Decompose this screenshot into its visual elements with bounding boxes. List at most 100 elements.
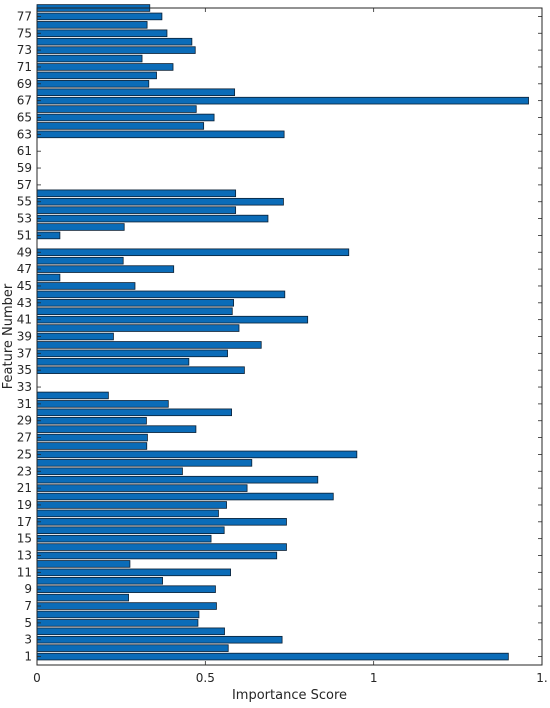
- bar-feature-23: [36, 467, 183, 476]
- y-tick-label: 21: [17, 481, 32, 495]
- bar-feature-66: [36, 105, 197, 113]
- y-tick-label: 53: [17, 212, 32, 226]
- y-tick-label: 5: [24, 616, 32, 630]
- bar-feature-24: [36, 459, 253, 467]
- bar-feature-26: [36, 442, 148, 450]
- bar-feature-4: [36, 627, 225, 636]
- y-tick-label: 43: [17, 296, 32, 310]
- bar-feature-73: [36, 46, 196, 54]
- y-tick-label: 23: [17, 464, 32, 478]
- y-tick-label: 9: [24, 582, 32, 596]
- bar-feature-70: [36, 71, 157, 80]
- bar-feature-8: [36, 593, 129, 602]
- y-tick-label: 31: [17, 397, 32, 411]
- bar-feature-19: [36, 501, 227, 509]
- bar-feature-54: [36, 206, 237, 214]
- y-tick-label: 57: [17, 178, 32, 192]
- bar-feature-14: [36, 543, 287, 551]
- y-tick-label: 75: [17, 26, 32, 40]
- y-axis-ticks: 1357911131517192123252729313335373941434…: [17, 9, 542, 664]
- y-tick-label: 37: [17, 346, 32, 360]
- bar-feature-16: [36, 526, 225, 534]
- bar-feature-3: [36, 635, 283, 644]
- bar-feature-9: [36, 585, 216, 593]
- bar-feature-43: [36, 299, 235, 307]
- bar-feature-30: [36, 408, 232, 417]
- x-axis-ticks: 0 0.5 1 1.: [33, 8, 548, 685]
- bars-group: [36, 4, 529, 661]
- bar-feature-32: [36, 391, 109, 400]
- bar-feature-31: [36, 400, 169, 408]
- bar-feature-2: [36, 644, 229, 652]
- y-tick-label: 55: [17, 195, 32, 209]
- y-tick-label: 77: [17, 9, 32, 23]
- bar-feature-36: [36, 357, 190, 366]
- y-tick-label: 69: [17, 77, 32, 91]
- bar-feature-27: [36, 433, 148, 442]
- y-tick-label: 39: [17, 330, 32, 344]
- bar-feature-1: [36, 652, 509, 661]
- bar-feature-63: [36, 130, 285, 139]
- y-tick-label: 71: [17, 60, 32, 74]
- bar-feature-48: [36, 256, 124, 265]
- bar-feature-42: [36, 307, 233, 316]
- bar-feature-17: [36, 518, 287, 526]
- x-axis-label: Importance Score: [232, 688, 347, 703]
- bar-feature-75: [36, 29, 168, 38]
- bar-feature-68: [36, 88, 236, 97]
- bar-feature-56: [36, 189, 237, 198]
- y-tick-label: 7: [24, 599, 32, 613]
- bar-feature-49: [36, 248, 350, 257]
- bar-feature-35: [36, 366, 245, 374]
- x-tick-label: 1.: [536, 671, 547, 685]
- y-tick-label: 15: [17, 532, 32, 546]
- bar-feature-15: [36, 534, 212, 543]
- bar-feature-11: [36, 568, 231, 577]
- bar-feature-22: [36, 475, 319, 484]
- y-tick-label: 45: [17, 279, 32, 293]
- x-tick-label: 1: [370, 671, 378, 685]
- y-tick-label: 13: [17, 549, 32, 563]
- bar-feature-38: [36, 341, 262, 349]
- bar-feature-28: [36, 425, 197, 433]
- y-tick-label: 59: [17, 161, 32, 175]
- y-tick-label: 1: [24, 650, 32, 664]
- bar-feature-40: [36, 324, 240, 332]
- bar-feature-41: [36, 315, 309, 324]
- bar-feature-53: [36, 214, 269, 223]
- bar-feature-5: [36, 619, 199, 627]
- bar-feature-25: [36, 450, 358, 459]
- bar-feature-37: [36, 349, 228, 358]
- y-tick-label: 65: [17, 111, 32, 125]
- bar-feature-71: [36, 63, 174, 71]
- bar-feature-65: [36, 113, 215, 122]
- y-tick-label: 67: [17, 94, 32, 108]
- y-tick-label: 63: [17, 127, 32, 141]
- bar-feature-52: [36, 223, 125, 231]
- bar-feature-45: [36, 282, 136, 290]
- y-tick-label: 73: [17, 43, 32, 57]
- bar-feature-21: [36, 484, 248, 492]
- bar-feature-44: [36, 290, 286, 299]
- bar-feature-10: [36, 577, 163, 585]
- bar-feature-7: [36, 602, 217, 610]
- y-tick-label: 25: [17, 447, 32, 461]
- bar-feature-72: [36, 54, 143, 63]
- y-tick-label: 17: [17, 515, 32, 529]
- y-tick-label: 35: [17, 363, 32, 377]
- bar-feature-76: [36, 21, 148, 29]
- y-tick-label: 19: [17, 498, 32, 512]
- bar-feature-39: [36, 332, 114, 341]
- bar-feature-29: [36, 416, 147, 425]
- y-tick-label: 51: [17, 228, 32, 242]
- y-tick-label: 29: [17, 414, 32, 428]
- y-tick-label: 3: [24, 633, 32, 647]
- y-tick-label: 41: [17, 313, 32, 327]
- bar-feature-77: [36, 12, 163, 21]
- bar-feature-67: [36, 96, 529, 105]
- bar-feature-18: [36, 509, 219, 518]
- bar-feature-13: [36, 551, 278, 560]
- y-tick-label: 33: [17, 380, 32, 394]
- bar-feature-46: [36, 273, 61, 282]
